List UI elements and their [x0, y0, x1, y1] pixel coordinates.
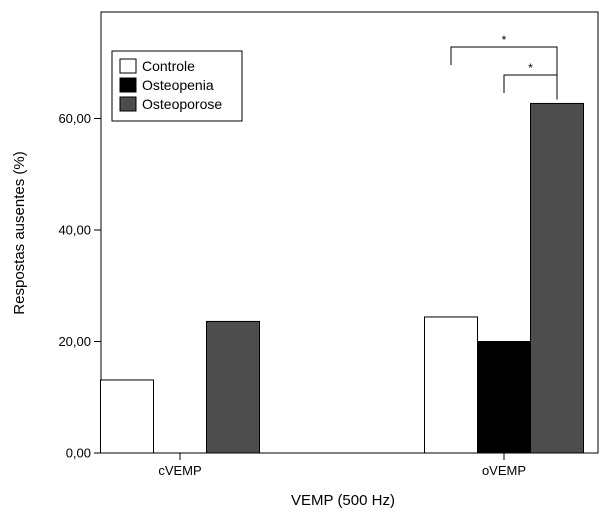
y-axis-title: Respostas ausentes (%): [11, 151, 28, 314]
x-axis: cVEMP oVEMP: [158, 453, 526, 478]
bars: [100, 102, 584, 454]
bar-osteoporose-ovemp: [530, 102, 584, 454]
significance-brackets: **: [450, 33, 558, 100]
x-axis-title: VEMP (500 Hz): [291, 492, 395, 509]
x-tick-label: cVEMP: [158, 463, 201, 478]
legend-label: Osteopenia: [142, 77, 214, 93]
y-tick-label: 60,00: [58, 111, 91, 126]
y-tick-label: 0,00: [66, 446, 91, 461]
bar-controle-cvemp: [100, 379, 154, 454]
legend-swatch: [119, 58, 137, 74]
plot-frame: [100, 11, 599, 454]
legend: Controle Osteopenia Osteoporose: [111, 50, 243, 122]
significance-bracket: [450, 46, 558, 97]
significance-bracket: [503, 74, 558, 100]
legend-label: Osteoporose: [142, 96, 222, 112]
y-tick-label: 40,00: [58, 223, 91, 238]
y-tick-label: 20,00: [58, 334, 91, 349]
bar-osteoporose-cvemp: [206, 320, 260, 454]
x-tick-label: oVEMP: [482, 463, 526, 478]
legend-swatch: [119, 96, 137, 112]
significance-label: *: [502, 33, 507, 47]
bar-osteopenia-ovemp: [477, 341, 531, 454]
bar-controle-ovemp: [424, 316, 478, 454]
legend-swatch: [119, 77, 137, 93]
y-axis: 0,00 20,00 40,00 60,00: [58, 111, 101, 461]
legend-label: Controle: [142, 58, 195, 74]
significance-label: *: [528, 61, 533, 75]
plot-border: [100, 11, 599, 454]
